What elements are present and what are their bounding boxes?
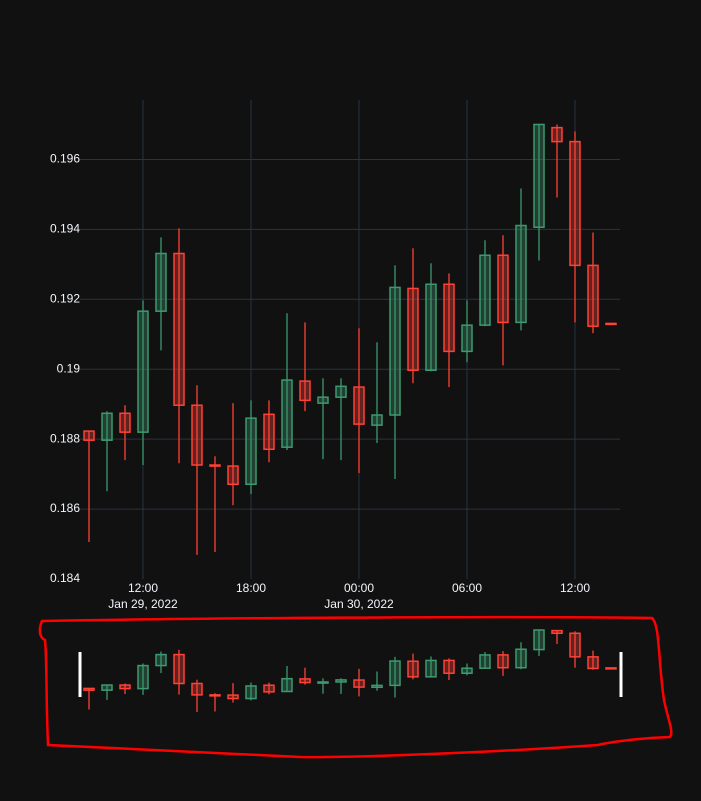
candle-body [407,287,419,372]
candle-body [317,396,329,404]
candle-body [83,687,95,691]
y-tick-label: 0.186 [50,501,80,515]
candle-body [101,412,113,441]
candle-body [587,264,599,327]
candle-body [569,140,581,267]
candle-body [155,252,167,312]
candle-body [299,380,311,402]
candle-body [335,385,347,398]
x-tick-label: 18:00 [236,581,266,595]
candle-body [461,324,473,353]
x-tick-label: 12:00 [128,581,158,595]
candle-body [515,648,527,669]
x-tick-label: 12:00 [560,581,590,595]
candle-body [119,684,131,690]
candle-body [101,684,113,691]
candle-body [281,677,293,693]
candle-body [425,283,437,372]
candle-body [479,654,491,669]
candle-body [263,684,275,693]
candle-body [83,430,95,441]
candle-body [137,310,149,433]
candle-body [389,286,401,416]
range-handle[interactable] [78,652,82,697]
y-tick-label: 0.196 [50,152,80,166]
candle-body [263,413,275,451]
candle-body [443,283,455,353]
candle-body [191,404,203,466]
candle-body [173,252,185,406]
candle-body [317,681,329,684]
x-tick-date: Jan 29, 2022 [108,597,178,611]
y-tick-label: 0.192 [50,291,80,305]
candle-body [371,684,383,689]
x-tick-date: Jan 30, 2022 [324,597,394,611]
candle-body [569,632,581,658]
x-tick-label: 06:00 [452,581,482,595]
candle-body [497,254,509,324]
candle-body [479,254,491,326]
y-tick-label: 0.19 [57,361,81,375]
candle-body [227,465,239,485]
range-slider[interactable] [78,629,623,712]
candle-body [335,679,347,683]
candle-body [137,664,149,690]
candle-body [353,679,365,688]
y-tick-label: 0.194 [50,222,80,236]
candle-body [515,224,527,324]
candle-body [209,464,221,467]
candle-body [299,678,311,684]
candle-body [191,682,203,696]
candle-body [173,653,185,685]
candle-body [245,685,257,700]
candle-body [587,656,599,670]
y-tick-label: 0.184 [50,571,80,585]
candle-body [425,659,437,678]
candle-body [227,694,239,700]
candle-body [209,694,221,697]
candle-body [533,123,545,229]
candle-body [443,659,455,674]
candle-body [497,654,509,669]
candle-body [605,322,617,326]
candle-body [461,667,473,674]
candle-body [551,629,563,635]
candle-body [533,629,545,651]
candle-body [605,667,617,670]
candle-body [551,126,563,143]
candle-body [281,379,293,448]
candle-body [245,417,257,485]
plot [83,123,617,555]
candle-body [371,414,383,426]
candle-body [119,412,131,433]
x-tick-label: 00:00 [344,581,374,595]
grid: 0.184 0.186 0.188 0.19 0.192 0.194 0.196 12:00 1… [50,100,620,611]
candle-body [407,660,419,678]
range-handle[interactable] [619,652,623,697]
highlight-outline [38,615,673,759]
y-tick-label: 0.188 [50,431,80,445]
candle-body [389,660,401,687]
candle-body [155,653,167,667]
candle-body [353,386,365,425]
